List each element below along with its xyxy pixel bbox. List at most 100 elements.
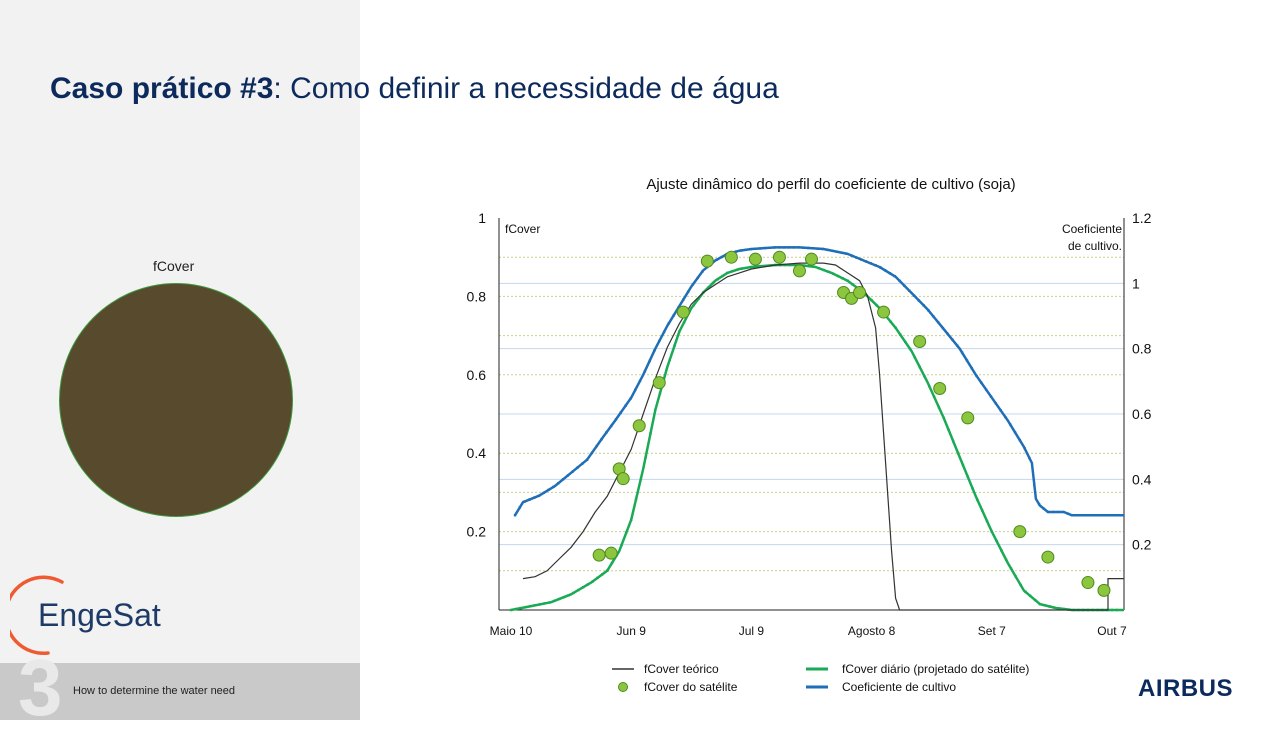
daily-fcover-marker — [581, 586, 585, 589]
coefficient-step-marker — [691, 283, 695, 286]
y-right-tick-label: 0.6 — [1132, 406, 1152, 422]
daily-fcover-marker — [678, 330, 681, 333]
right-axis-label-2: de cultivo. — [1068, 239, 1122, 253]
coefficient-step-marker — [672, 314, 675, 317]
y-right-tick-label: 0.2 — [1132, 537, 1152, 553]
coefficient-step-marker — [759, 247, 762, 250]
x-tick-label: Jul 9 — [739, 624, 765, 638]
satellite-point — [616, 472, 630, 486]
chart-series — [509, 246, 1124, 612]
coefficient-step-marker — [576, 466, 579, 469]
daily-fcover-marker — [831, 272, 835, 275]
satellite-point — [961, 411, 975, 425]
coefficient-step-marker — [778, 246, 781, 249]
daily-fcover-marker — [817, 266, 820, 270]
theory-fcover-line — [522, 262, 1124, 611]
coefficient-step-marker — [845, 252, 848, 255]
y-left-tick-label: 0.2 — [467, 524, 487, 540]
coefficient-step-marker — [1105, 514, 1108, 517]
coefficient-line — [513, 246, 1124, 517]
coefficient-step-marker — [864, 260, 868, 263]
coefficient-step-marker — [624, 404, 627, 407]
y-right-tick-label: 0.4 — [1132, 471, 1152, 487]
satellite-point — [1013, 525, 1027, 539]
coefficient-step-marker — [1047, 510, 1050, 514]
left-axis-label: fCover — [505, 222, 540, 236]
fcover-disc — [60, 284, 292, 516]
daily-fcover-marker — [548, 601, 551, 604]
daily-fcover-marker — [634, 498, 638, 501]
coefficient-step-marker — [855, 256, 858, 259]
satellite-point — [772, 250, 786, 264]
coefficient-step-marker — [1052, 510, 1055, 514]
daily-fcover-marker — [846, 279, 849, 282]
coefficient-step-marker — [956, 344, 959, 347]
daily-fcover-marker — [596, 576, 599, 580]
daily-fcover-marker — [745, 266, 748, 269]
coefficient-step-marker — [734, 250, 738, 253]
coefficient-step-marker — [533, 496, 536, 499]
daily-fcover-marker — [697, 297, 700, 300]
coefficient-step-marker — [1033, 483, 1036, 486]
daily-fcover-marker — [620, 543, 623, 547]
daily-fcover-marker — [533, 604, 537, 607]
coefficient-step-marker — [1009, 423, 1012, 426]
footer-text: How to determine the water need — [73, 685, 236, 697]
coefficient-step-marker — [879, 266, 882, 269]
daily-fcover-marker — [1009, 567, 1013, 570]
daily-fcover-marker — [1005, 558, 1008, 562]
daily-fcover-marker — [735, 268, 739, 271]
daily-fcover-marker — [836, 274, 840, 278]
coefficient-step-marker — [936, 321, 940, 324]
daily-fcover-marker — [639, 477, 643, 481]
coefficient-step-marker — [629, 397, 632, 401]
coefficient-step-marker — [797, 246, 800, 249]
gridlines — [499, 256, 1124, 572]
coefficient-step-marker — [528, 498, 531, 501]
coefficient-step-marker — [821, 247, 824, 251]
coefficient-step-marker — [1057, 510, 1060, 514]
daily-fcover-marker — [1000, 549, 1003, 552]
daily-fcover-marker — [721, 274, 724, 278]
coefficient-step-marker — [763, 246, 767, 250]
daily-fcover-marker — [610, 561, 614, 565]
daily-fcover-marker — [942, 416, 945, 420]
coefficient-step-marker — [643, 370, 647, 373]
coefficient-step-marker — [638, 379, 642, 383]
coefficient-step-marker — [1109, 514, 1113, 517]
coefficient-step-marker — [884, 269, 887, 272]
daily-fcover-marker — [755, 265, 758, 268]
satellite-point — [632, 419, 646, 433]
coefficient-step-marker — [518, 506, 522, 509]
coefficient-step-marker — [840, 251, 844, 254]
coefficient-step-marker — [739, 249, 743, 252]
satellite-point — [592, 548, 606, 562]
coefficient-step-marker — [1061, 510, 1065, 514]
daily-fcover-marker — [605, 569, 609, 572]
coefficient-step-marker — [566, 474, 570, 477]
daily-fcover-marker — [1115, 608, 1118, 612]
legend-swatch-satellite — [618, 682, 628, 692]
coefficient-step-marker — [662, 330, 666, 334]
x-tick-label: Agosto 8 — [848, 624, 896, 638]
satellite-point — [853, 285, 867, 299]
y-right-tick-label: 1.2 — [1132, 210, 1152, 226]
daily-fcover-marker — [706, 286, 710, 289]
daily-fcover-marker — [827, 270, 830, 273]
slide-title-rest: : Como definir a necessidade de água — [273, 72, 779, 105]
coefficient-step-marker — [835, 250, 839, 254]
coefficient-step-marker — [720, 255, 723, 259]
x-tick-label: Jun 9 — [617, 624, 647, 638]
coefficient-step-marker — [1028, 456, 1031, 460]
y-right-tick-label: 0.8 — [1132, 341, 1152, 357]
daily-fcover-marker — [682, 321, 686, 324]
daily-fcover-marker — [567, 594, 570, 597]
coefficient-step-marker — [749, 247, 752, 251]
daily-fcover-marker — [543, 602, 546, 605]
coefficient-step-marker — [701, 270, 704, 273]
coefficient-step-marker — [561, 478, 565, 481]
daily-fcover-marker — [841, 277, 844, 280]
daily-fcover-marker — [822, 268, 825, 272]
daily-fcover-marker — [1057, 607, 1061, 610]
coefficient-step-marker — [1085, 514, 1089, 517]
